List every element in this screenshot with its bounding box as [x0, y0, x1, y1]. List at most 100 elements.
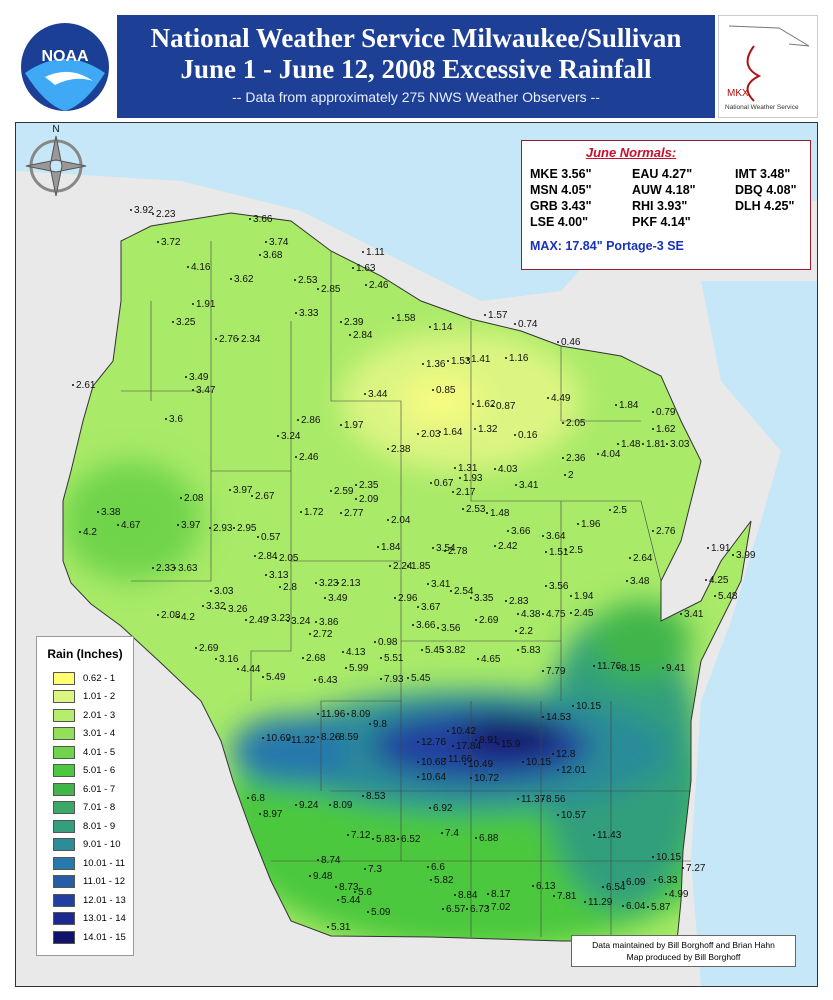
- legend-label: 2.01 - 3: [83, 709, 116, 721]
- legend-row: 0.62 - 1: [43, 669, 127, 688]
- station-value: 10.15: [526, 757, 551, 768]
- station-dot: [442, 908, 444, 910]
- station-dot: [494, 545, 496, 547]
- station-dot: [335, 736, 337, 738]
- station-value: 17.84: [456, 741, 481, 752]
- county-lines: [121, 241, 691, 937]
- station-value: 3.41: [519, 480, 539, 491]
- station-dot: [626, 580, 628, 582]
- station-dot: [593, 665, 595, 667]
- station-dot: [470, 777, 472, 779]
- station-value: 2.76: [656, 526, 676, 537]
- legend-row: 13.01 - 14: [43, 910, 127, 929]
- station-dot: [557, 769, 559, 771]
- station-value: 5.51: [384, 653, 404, 664]
- station-value: 2.45: [574, 608, 594, 619]
- station-dot: [330, 490, 332, 492]
- station-dot: [564, 474, 566, 476]
- normals-box: June Normals: MKE 3.56" EAU 4.27" IMT 3.48…: [521, 140, 811, 270]
- station-dot: [315, 621, 317, 623]
- station-value: 3.03: [214, 586, 234, 597]
- station-dot: [454, 894, 456, 896]
- station-dot: [464, 763, 466, 765]
- station-dot: [337, 899, 339, 901]
- station-value: 2.53: [298, 275, 318, 286]
- station-dot: [294, 279, 296, 281]
- station-dot: [317, 859, 319, 861]
- station-value: 1.14: [433, 322, 453, 333]
- station-value: 1.31: [458, 463, 478, 474]
- station-dot: [452, 491, 454, 493]
- station-value: 2.36: [566, 453, 586, 464]
- station-dot: [377, 546, 379, 548]
- legend-row: 10.01 - 11: [43, 854, 127, 873]
- station-dot: [467, 358, 469, 360]
- normal-item: DBQ 4.08": [735, 183, 797, 197]
- station-dot: [470, 597, 472, 599]
- legend-swatch: [53, 727, 75, 741]
- station-dot: [475, 619, 477, 621]
- station-value: 4.65: [481, 654, 501, 665]
- station-dot: [215, 658, 217, 660]
- station-value: 3.41: [684, 609, 704, 620]
- legend-label: 0.62 - 1: [83, 672, 116, 684]
- station-value: 9.24: [299, 800, 319, 811]
- station-value: 2.17: [456, 487, 476, 498]
- station-value: 6.54: [606, 882, 626, 893]
- legend-label: 12.01 - 13: [83, 894, 126, 906]
- station-value: 11.96: [321, 709, 346, 720]
- legend-swatch: [53, 930, 75, 944]
- station-value: 6.8: [251, 793, 265, 804]
- station-value: 1.84: [619, 400, 639, 411]
- station-dot: [444, 550, 446, 552]
- station-value: 3.56: [441, 623, 461, 634]
- station-value: 12.8: [556, 749, 576, 760]
- station-dot: [429, 326, 431, 328]
- station-dot: [602, 886, 604, 888]
- station-value: 2.69: [199, 643, 219, 654]
- station-dot: [617, 667, 619, 669]
- station-value: 10.42: [451, 726, 476, 737]
- station-value: 2.5: [569, 545, 583, 556]
- station-value: 5.49: [266, 672, 286, 683]
- station-dot: [492, 405, 494, 407]
- station-dot: [309, 633, 311, 635]
- station-value: 10.64: [421, 772, 446, 783]
- header: National Weather Service Milwaukee/Sulli…: [117, 15, 715, 118]
- station-dot: [180, 497, 182, 499]
- station-value: 8.09: [351, 709, 371, 720]
- station-dot: [417, 776, 419, 778]
- station-dot: [450, 590, 452, 592]
- station-value: 4.75: [546, 609, 566, 620]
- station-value: 5.31: [331, 922, 351, 933]
- normal-item: RHI 3.93": [632, 199, 688, 213]
- legend-swatch: [53, 893, 75, 907]
- station-value: 1.94: [574, 591, 594, 602]
- station-value: 2.5: [613, 505, 627, 516]
- legend-swatch: [53, 819, 75, 833]
- station-value: 3.13: [269, 570, 289, 581]
- station-value: 5.99: [349, 663, 369, 674]
- station-value: 3.6: [169, 414, 183, 425]
- legend-label: 9.01 - 10: [83, 839, 121, 851]
- station-dot: [407, 565, 409, 567]
- station-dot: [547, 397, 549, 399]
- station-dot: [562, 457, 564, 459]
- station-dot: [130, 209, 132, 211]
- station-value: 1.97: [344, 420, 364, 431]
- station-dot: [517, 613, 519, 615]
- subtitle: -- Data from approximately 275 NWS Weath…: [232, 89, 600, 105]
- map: N 3.92 2.23 3.72 4.16 3.66 3.74 3.68 3.62 1.91 3.…: [15, 122, 818, 987]
- title-line1: National Weather Service Milwaukee/Sulli…: [150, 23, 682, 53]
- station-value: 5.6: [358, 887, 372, 898]
- station-dot: [295, 312, 297, 314]
- station-value: 3.48: [630, 576, 650, 587]
- legend-swatch: [53, 875, 75, 889]
- station-dot: [522, 761, 524, 763]
- station-dot: [562, 422, 564, 424]
- emblem-wave: [25, 59, 105, 111]
- title-line2: June 1 - June 12, 2008 Excessive Rainfal…: [180, 54, 652, 84]
- station-value: 6.04: [626, 901, 646, 912]
- station-dot: [514, 323, 516, 325]
